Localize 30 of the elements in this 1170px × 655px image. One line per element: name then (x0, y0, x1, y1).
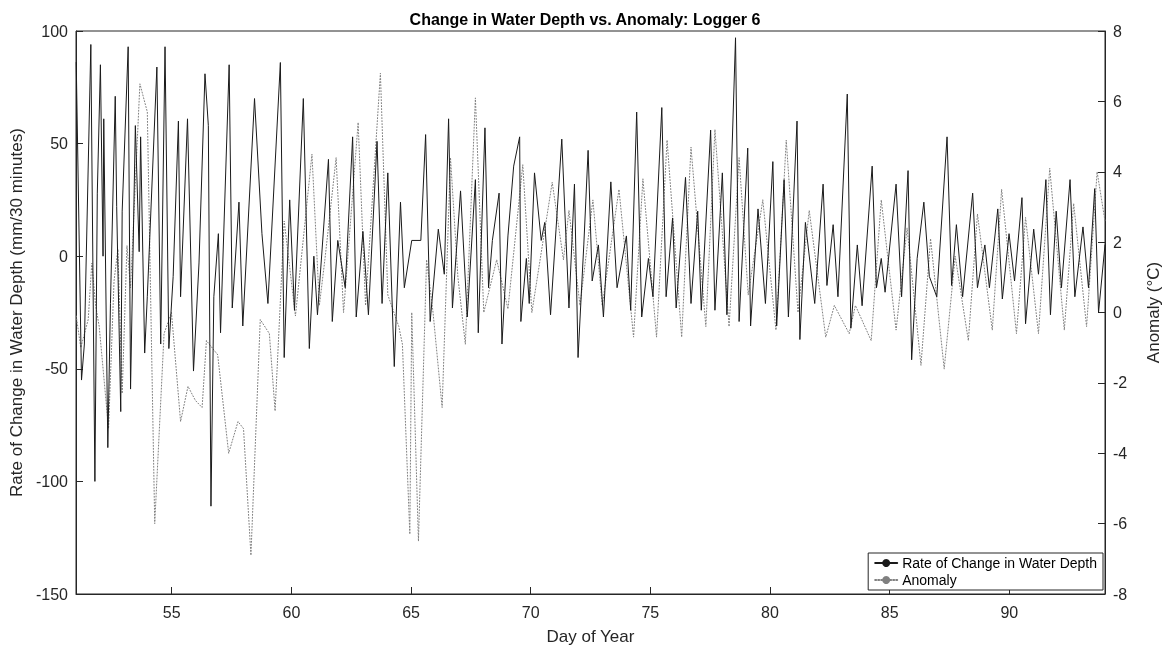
y2-tick-label: -4 (1113, 444, 1128, 462)
y2-tick-label: 6 (1113, 92, 1122, 110)
legend-label: Rate of Change in Water Depth (902, 555, 1097, 571)
x-tick-label: 85 (880, 603, 899, 621)
y2-tick-label: -2 (1113, 374, 1128, 392)
y2-axis-title: Anomaly (°C) (1144, 261, 1163, 364)
y-tick-label: 100 (41, 22, 69, 40)
x-tick-label: 55 (162, 603, 181, 621)
x-tick-label: 70 (521, 603, 540, 621)
y2-tick-label: -6 (1113, 515, 1128, 533)
legend-label: Anomaly (902, 572, 957, 588)
x-tick-label: 90 (1000, 603, 1019, 621)
y2-tick-label: 8 (1113, 22, 1122, 40)
x-tick-label: 60 (282, 603, 301, 621)
x-axis-title: Day of Year (546, 627, 635, 646)
x-tick-label: 80 (761, 603, 779, 621)
y-axis-title: Rate of Change in Water Depth (mm/30 minutes) (7, 128, 27, 497)
y-tick-label: -150 (35, 585, 69, 603)
y-tick-label: 50 (50, 135, 69, 153)
line-series (75, 72, 1106, 556)
x-tick-label: 75 (641, 603, 660, 621)
y2-tick-label: 4 (1113, 163, 1122, 181)
y2-tick-label: 0 (1113, 304, 1122, 321)
y-tick-label: 0 (59, 247, 69, 265)
y-tick-label: -50 (44, 360, 69, 378)
chart-title: Change in Water Depth vs. Anomaly: Logger 6 (409, 10, 761, 28)
y2-tick-label: -8 (1113, 585, 1128, 603)
y-tick-label: -100 (35, 472, 69, 490)
y2-tick-label: 2 (1113, 233, 1122, 251)
x-tick-label: 65 (402, 603, 421, 621)
